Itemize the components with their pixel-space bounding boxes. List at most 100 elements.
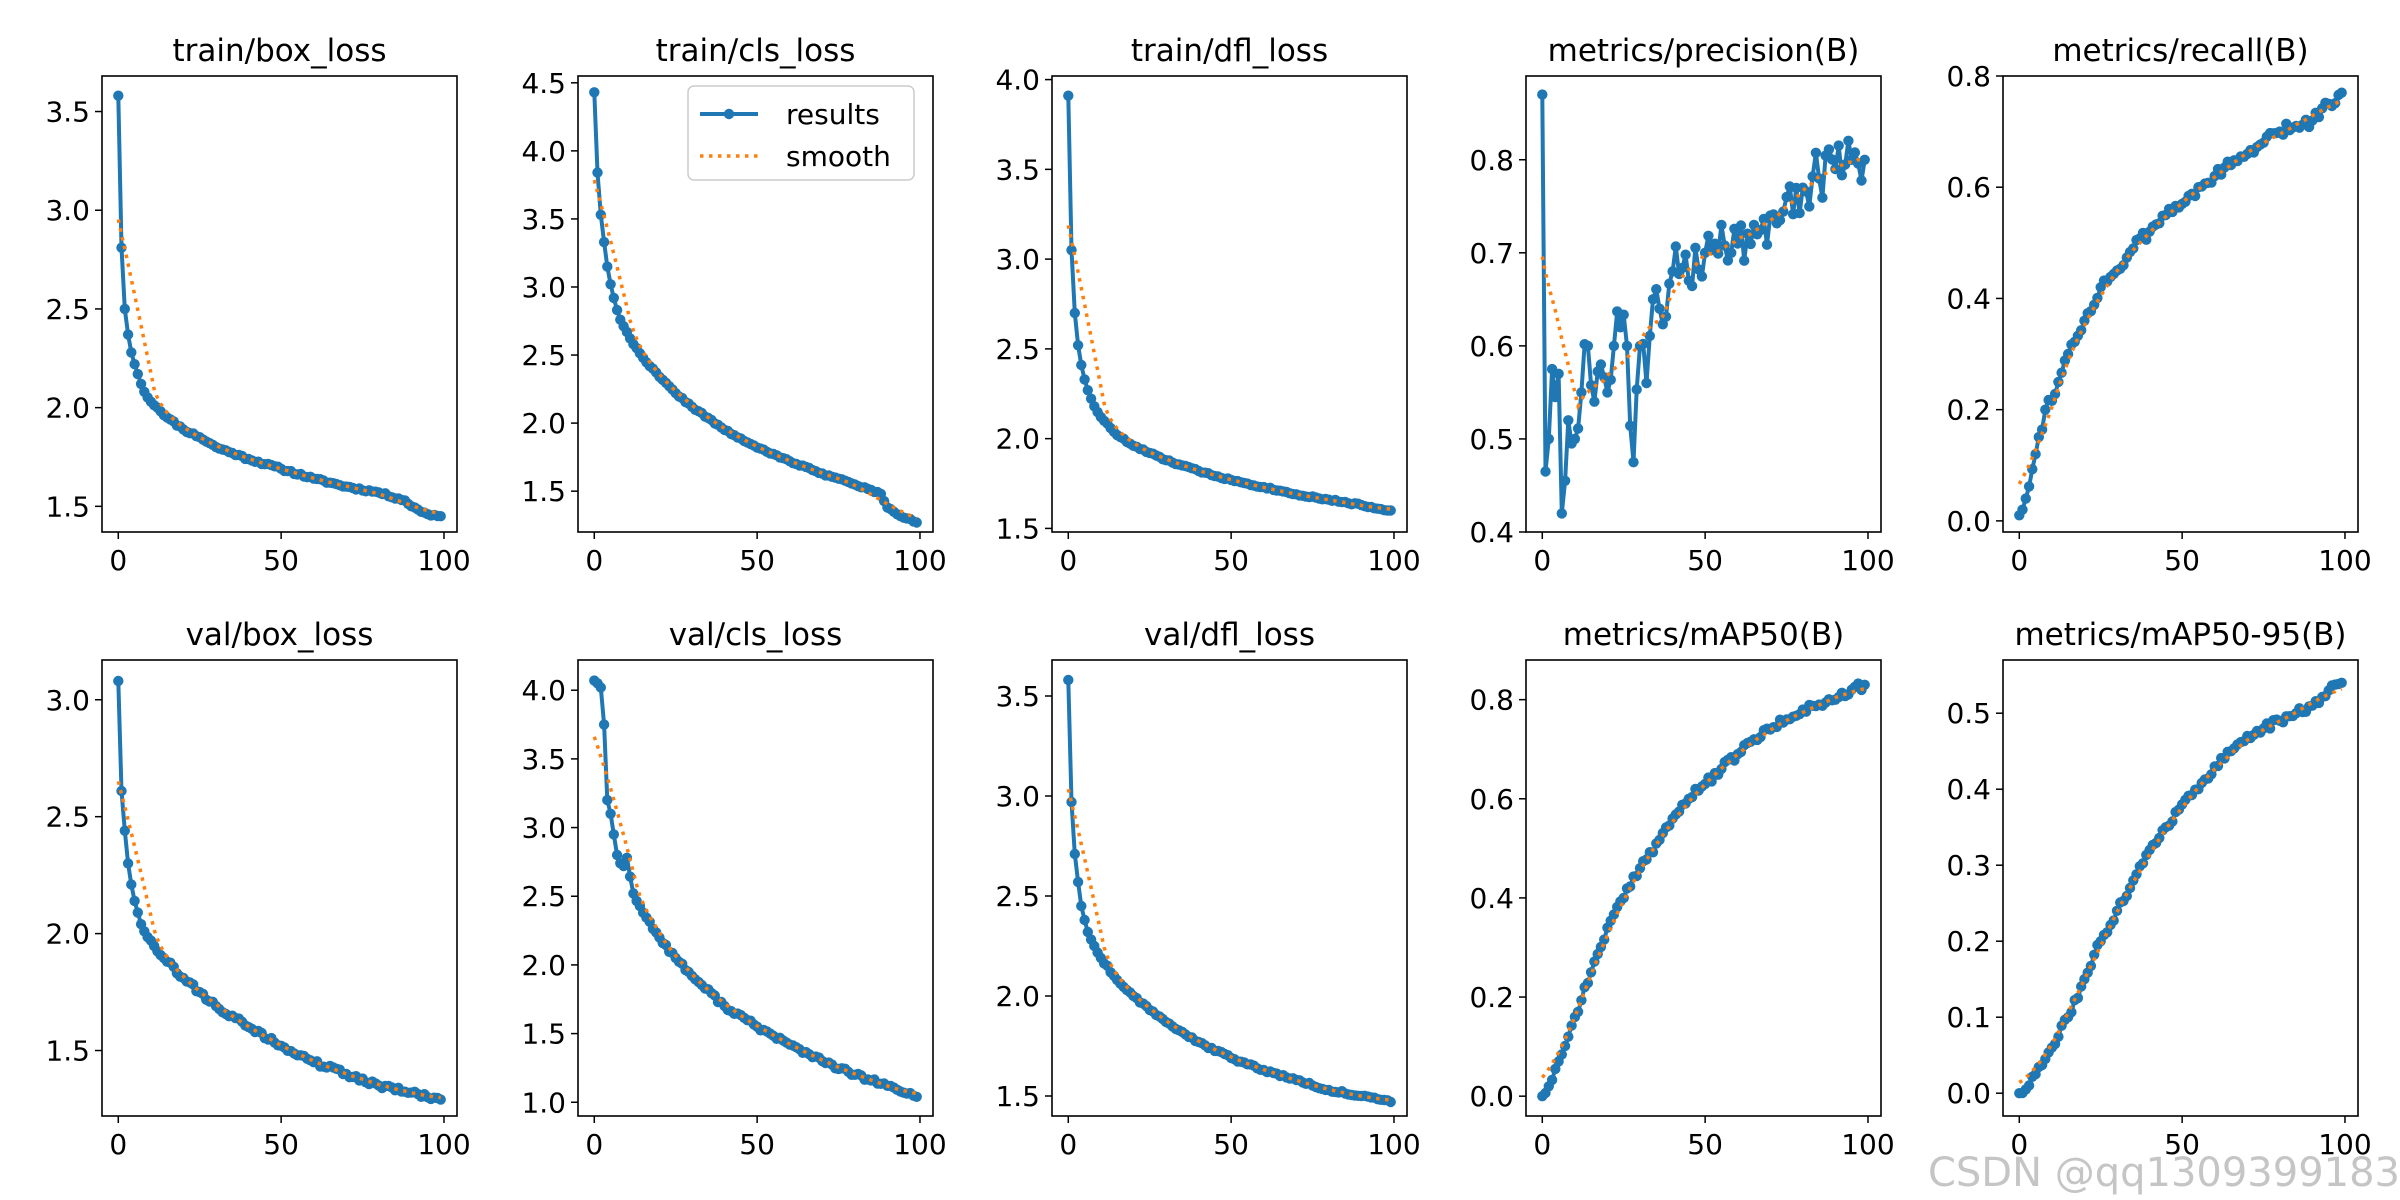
y-tick-label: 3.0 — [995, 780, 1040, 813]
x-tick-label: 100 — [1367, 544, 1420, 577]
results-marker — [1605, 374, 1616, 385]
results-marker — [2336, 677, 2347, 688]
results-line — [1066, 679, 1392, 1104]
results-marker — [605, 808, 616, 819]
results-marker — [2023, 1080, 2035, 1091]
results-marker — [1732, 238, 1743, 249]
results-marker — [1709, 238, 1721, 249]
legend-results-marker — [723, 108, 735, 120]
results-marker — [1849, 147, 1861, 158]
results-marker — [2056, 367, 2067, 378]
results-marker — [129, 895, 140, 907]
y-tick-label: 1.5 — [521, 1018, 566, 1051]
legend-smooth-label: smooth — [786, 140, 891, 173]
results-marker — [1559, 1040, 1571, 1052]
smooth-line — [1066, 788, 1391, 1102]
results-marker — [1385, 505, 1396, 516]
results-marker — [1563, 415, 1574, 426]
smooth-line — [592, 736, 918, 1096]
results-marker — [1833, 140, 1844, 151]
results-marker — [2313, 111, 2325, 123]
x-tick-label: 0 — [109, 1128, 127, 1161]
axes-frame — [1051, 659, 1408, 1117]
results-marker — [1082, 385, 1094, 396]
results-marker — [1079, 374, 1090, 385]
y-tick-label: 0.4 — [1469, 882, 1514, 915]
legend: results smooth — [687, 85, 915, 181]
results-marker — [1576, 387, 1587, 398]
x-tick-label: 100 — [893, 1128, 946, 1161]
y-tick-label: 1.5 — [995, 512, 1040, 545]
results-marker — [1602, 387, 1613, 398]
results-marker — [1817, 192, 1828, 203]
y-tick-label: 4.0 — [995, 64, 1040, 97]
results-marker — [1826, 154, 1838, 165]
y-tick-label: 1.5 — [45, 490, 90, 523]
results-marker — [1641, 377, 1652, 389]
x-tick-label: 50 — [263, 1128, 299, 1161]
smooth-line — [1540, 157, 1865, 412]
results-marker — [116, 242, 127, 253]
results-marker — [624, 871, 636, 882]
axes-frame — [1525, 659, 1882, 1117]
results-marker — [119, 303, 130, 315]
x-tick-label: 50 — [1687, 1128, 1723, 1161]
subplot-title: val/box_loss — [186, 617, 374, 653]
results-marker — [1582, 340, 1594, 352]
results-marker — [1647, 294, 1659, 305]
axes-frame — [2002, 659, 2359, 1117]
y-tick-label: 0.6 — [1469, 330, 1514, 363]
results-marker — [1742, 228, 1753, 239]
subplot-title: metrics/precision(B) — [1548, 33, 1860, 69]
x-tick-label: 0 — [1059, 1128, 1077, 1161]
results-marker — [1716, 219, 1727, 231]
subplot-title: val/dfl_loss — [1144, 617, 1315, 653]
results-marker — [602, 794, 613, 806]
y-tick-label: 0.8 — [1469, 684, 1514, 717]
results-marker — [1823, 144, 1835, 155]
results-marker — [126, 879, 137, 890]
results-marker — [1556, 1049, 1568, 1060]
x-tick-label: 0 — [1533, 1128, 1551, 1161]
subplot: train/cls_loss 0 50 100 1.5 2.0 2.5 3.0 3.5 4.0 4.… — [521, 33, 946, 577]
results-marker — [2066, 1007, 2077, 1018]
results-marker — [1631, 384, 1642, 395]
y-tick-label: 1.5 — [995, 1080, 1040, 1113]
x-tick-label: 100 — [417, 544, 470, 577]
y-tick-label: 3.0 — [45, 194, 90, 227]
y-tick-label: 3.0 — [521, 271, 566, 304]
results-marker — [1625, 420, 1636, 431]
results-marker — [2017, 504, 2028, 515]
subplot-title: train/box_loss — [172, 33, 386, 69]
results-marker — [1670, 241, 1682, 252]
results-marker — [2076, 325, 2087, 336]
results-marker — [1774, 215, 1786, 226]
results-marker — [2030, 448, 2041, 460]
results-marker — [1745, 238, 1756, 250]
y-tick-label: 0.0 — [1469, 1080, 1514, 1113]
results-marker — [435, 1094, 446, 1105]
y-tick-label: 2.5 — [521, 339, 566, 372]
results-marker — [1615, 322, 1626, 333]
y-tick-label: 2.5 — [521, 880, 566, 913]
results-line — [1540, 681, 1867, 1098]
y-tick-label: 0.5 — [1469, 423, 1514, 456]
results-marker — [1696, 271, 1708, 282]
results-marker — [132, 907, 143, 918]
x-tick-label: 0 — [2010, 1128, 2028, 1161]
y-tick-label: 0.0 — [1946, 505, 1991, 538]
y-tick-label: 0.6 — [1469, 783, 1514, 816]
results-line — [593, 679, 918, 1099]
results-marker — [1069, 307, 1081, 319]
results-marker — [1628, 457, 1639, 468]
results-marker — [1585, 380, 1597, 391]
watermark-text: CSDN @qq1309399183 — [1927, 1150, 2400, 1196]
smooth-line — [1066, 224, 1391, 511]
results-marker — [1072, 340, 1084, 351]
results-marker — [911, 517, 922, 528]
axes-frame — [2002, 75, 2359, 533]
results-marker — [1079, 914, 1090, 926]
results-marker — [1856, 175, 1867, 186]
results-marker — [1843, 135, 1854, 146]
x-tick-label: 100 — [1841, 544, 1894, 577]
